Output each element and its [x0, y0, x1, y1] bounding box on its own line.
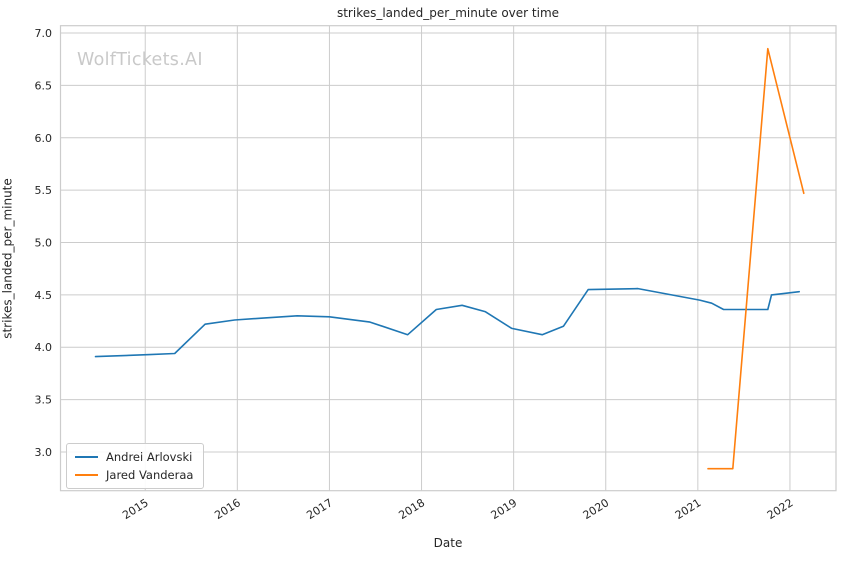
- x-tick-label: 2017: [304, 496, 335, 522]
- y-axis-label: strikes_landed_per_minute: [0, 178, 15, 339]
- x-tick-label: 2016: [212, 496, 243, 522]
- y-tick-label: 6.5: [35, 79, 53, 92]
- legend: Andrei Arlovski Jared Vanderaa: [66, 443, 205, 489]
- x-axis-label: Date: [433, 536, 463, 550]
- legend-item-andrei-arlovski: Andrei Arlovski: [75, 448, 193, 466]
- chart-title: strikes_landed_per_minute over time: [336, 6, 560, 20]
- x-tick-label: 2015: [120, 496, 151, 522]
- y-tick-label: 5.5: [35, 184, 53, 197]
- y-tick-label: 6.0: [35, 132, 53, 145]
- x-tick-label: 2020: [581, 496, 612, 522]
- y-tick-label: 5.0: [35, 236, 53, 249]
- y-tick-label: 3.5: [35, 394, 53, 407]
- legend-item-jared-vanderaa: Jared Vanderaa: [75, 466, 193, 484]
- x-tick-label: 2019: [489, 496, 520, 522]
- legend-label: Jared Vanderaa: [106, 468, 194, 482]
- watermark: WolfTickets.AI: [77, 50, 203, 70]
- x-tick-label: 2021: [673, 496, 704, 522]
- y-tick-label: 7.0: [35, 27, 53, 40]
- y-tick-label: 4.0: [35, 341, 53, 354]
- series-line-andrei-arlovski: [94, 287, 801, 358]
- x-tick-label: 2018: [396, 496, 427, 522]
- legend-label: Andrei Arlovski: [106, 450, 193, 464]
- y-tick-label: 3.0: [35, 446, 53, 459]
- legend-line-swatch-icon: [75, 456, 98, 458]
- y-tick-label: 4.5: [35, 289, 53, 302]
- x-tick-label: 2022: [765, 496, 796, 522]
- series-line-jared-vanderaa: [707, 47, 805, 470]
- legend-line-swatch-icon: [75, 474, 98, 476]
- plot-border: [59, 25, 837, 492]
